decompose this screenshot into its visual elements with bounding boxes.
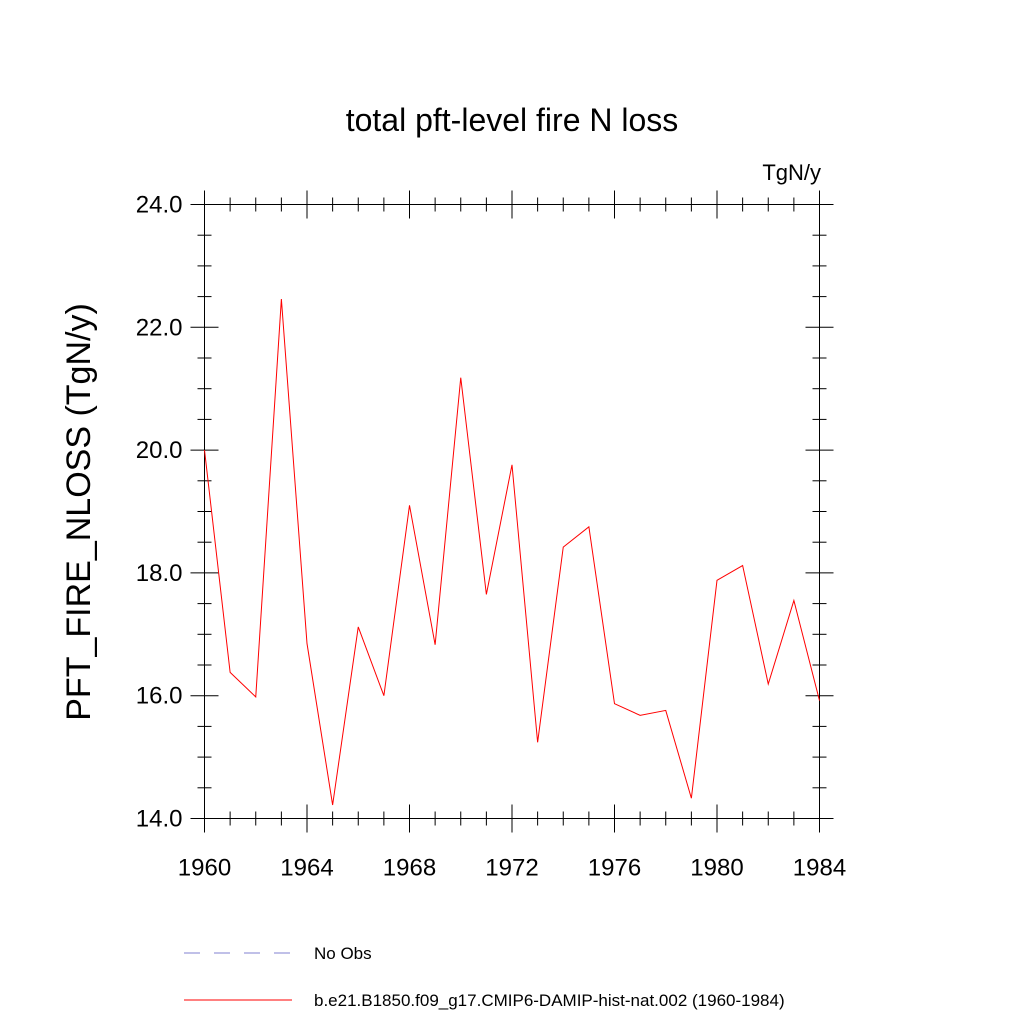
y-tick-label: 14.0 <box>136 806 183 833</box>
x-tick-label: 1960 <box>178 855 231 882</box>
y-tick-label: 18.0 <box>136 560 183 587</box>
chart-title: total pft-level fire N loss <box>346 102 679 138</box>
y-tick-label: 20.0 <box>136 437 183 464</box>
legend-item-model-run: b.e21.B1850.f09_g17.CMIP6-DAMIP-hist-nat… <box>184 991 785 1010</box>
series-layer <box>204 299 820 806</box>
x-tick-label: 1980 <box>690 855 743 882</box>
x-tick-label: 1964 <box>280 855 333 882</box>
y-tick-label: 22.0 <box>136 314 183 341</box>
y-axis: 14.0 16.0 18.0 20.0 22.0 24.0 <box>136 192 834 833</box>
y-tick-label: 16.0 <box>136 683 183 710</box>
legend: No Obs b.e21.B1850.f09_g17.CMIP6-DAMIP-h… <box>184 944 785 1010</box>
x-tick-label: 1976 <box>588 855 641 882</box>
y-axis-label: PFT_FIRE_NLOSS (TgN/y) <box>60 303 98 721</box>
x-tick-label: 1984 <box>793 855 846 882</box>
x-tick-label: 1968 <box>383 855 436 882</box>
units-label: TgN/y <box>762 160 821 185</box>
x-tick-label: 1972 <box>485 855 538 882</box>
legend-label-no-obs: No Obs <box>314 944 372 963</box>
legend-label-model-run: b.e21.B1850.f09_g17.CMIP6-DAMIP-hist-nat… <box>314 991 785 1010</box>
series-line <box>204 299 820 806</box>
y-tick-label: 24.0 <box>136 192 183 219</box>
x-axis: 1960 1964 1968 1972 1976 1980 1984 <box>178 190 846 882</box>
legend-item-no-obs: No Obs <box>184 944 372 963</box>
